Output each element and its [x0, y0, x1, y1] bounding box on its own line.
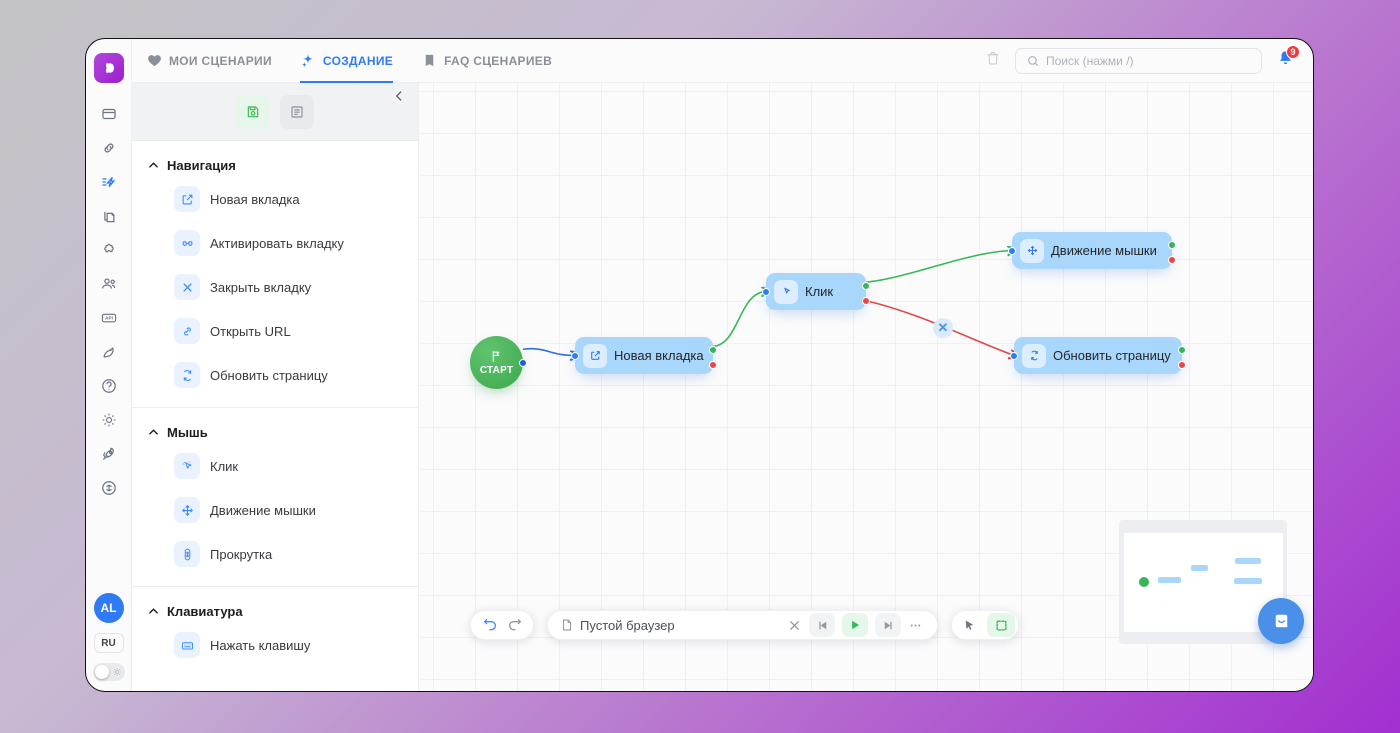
svg-text:API: API: [105, 316, 113, 322]
